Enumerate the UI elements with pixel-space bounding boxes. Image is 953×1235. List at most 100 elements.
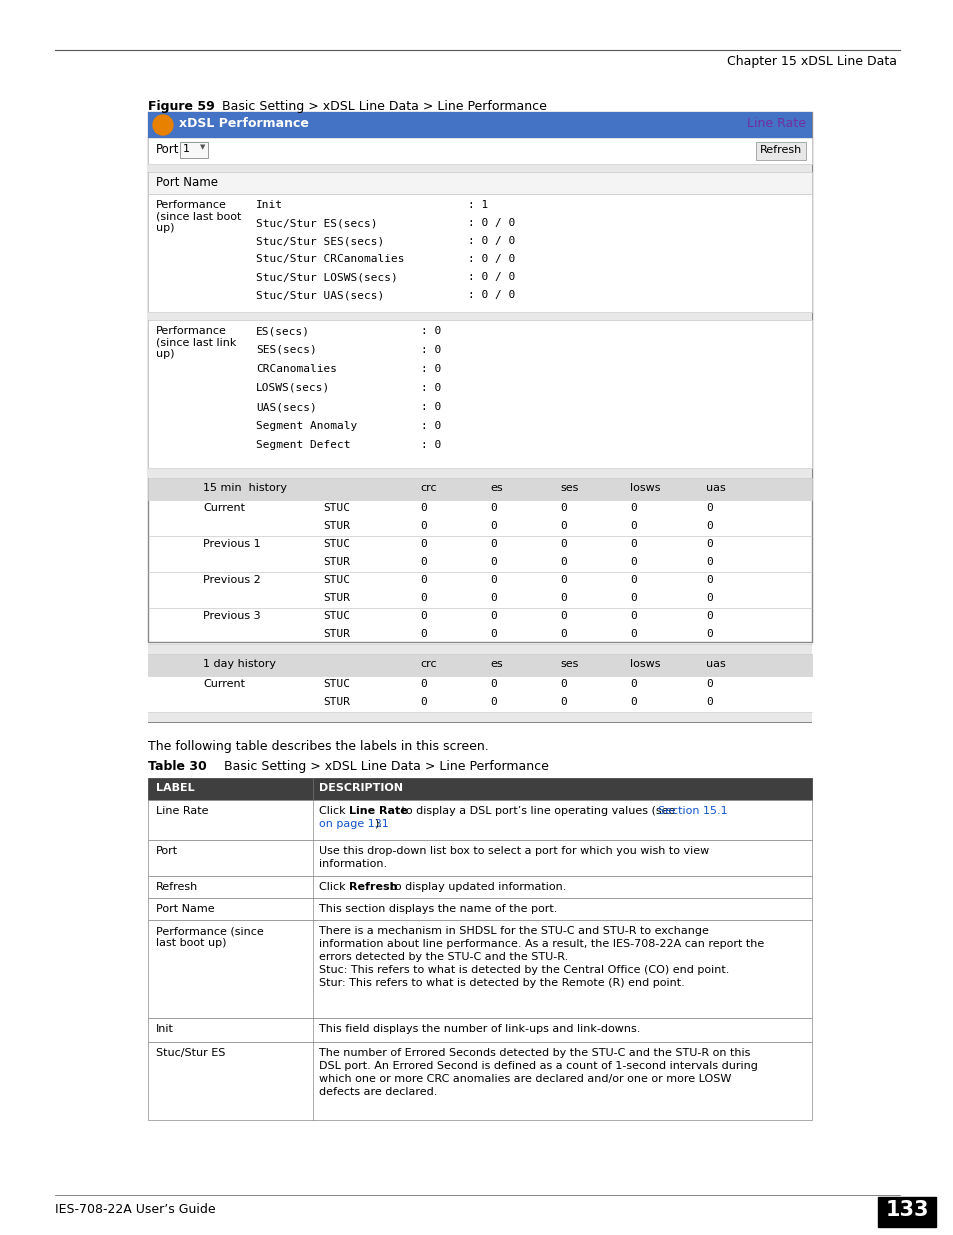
Text: ▼: ▼ bbox=[200, 144, 205, 149]
Text: Chapter 15 xDSL Line Data: Chapter 15 xDSL Line Data bbox=[726, 56, 896, 68]
Text: Figure 59: Figure 59 bbox=[148, 100, 214, 112]
Text: Init: Init bbox=[255, 200, 283, 210]
Text: Refresh: Refresh bbox=[760, 144, 801, 156]
Text: Port Name: Port Name bbox=[156, 904, 214, 914]
Bar bbox=[755, 142, 805, 161]
Text: 0: 0 bbox=[559, 557, 566, 567]
Text: : 0: : 0 bbox=[420, 383, 441, 393]
Text: 0: 0 bbox=[419, 611, 426, 621]
Text: 0: 0 bbox=[629, 576, 636, 585]
Text: : 0: : 0 bbox=[420, 326, 441, 336]
Text: crc: crc bbox=[419, 483, 436, 493]
Text: 0: 0 bbox=[629, 593, 636, 603]
Text: es: es bbox=[490, 483, 502, 493]
Bar bbox=[148, 800, 811, 840]
Text: Line Rate: Line Rate bbox=[156, 806, 209, 816]
Text: Stuc/Stur ES(secs): Stuc/Stur ES(secs) bbox=[255, 219, 377, 228]
Bar bbox=[148, 778, 811, 800]
Bar bbox=[148, 876, 811, 898]
Text: 0: 0 bbox=[559, 593, 566, 603]
Text: 133: 133 bbox=[884, 1200, 928, 1220]
Text: crc: crc bbox=[419, 659, 436, 669]
Text: 0: 0 bbox=[705, 503, 712, 513]
Text: ES(secs): ES(secs) bbox=[255, 326, 310, 336]
Bar bbox=[148, 1042, 811, 1120]
Text: which one or more CRC anomalies are declared and/or one or more LOSW: which one or more CRC anomalies are decl… bbox=[318, 1074, 731, 1084]
Text: Previous 3: Previous 3 bbox=[203, 611, 260, 621]
Text: Click: Click bbox=[318, 806, 349, 816]
Text: STUC: STUC bbox=[323, 538, 350, 550]
Text: 0: 0 bbox=[705, 521, 712, 531]
Text: STUC: STUC bbox=[323, 611, 350, 621]
Text: 0: 0 bbox=[419, 521, 426, 531]
Text: 0: 0 bbox=[490, 538, 497, 550]
Bar bbox=[180, 142, 208, 158]
Text: 0: 0 bbox=[490, 593, 497, 603]
Text: information about line performance. As a result, the IES-708-22A can report the: information about line performance. As a… bbox=[318, 939, 763, 948]
Text: 0: 0 bbox=[629, 557, 636, 567]
Text: 0: 0 bbox=[629, 611, 636, 621]
Text: ses: ses bbox=[559, 483, 578, 493]
Text: Performance
(since last boot
up): Performance (since last boot up) bbox=[156, 200, 241, 233]
Text: 0: 0 bbox=[705, 697, 712, 706]
Text: 0: 0 bbox=[705, 576, 712, 585]
Text: uas: uas bbox=[705, 659, 725, 669]
Text: Section 15.1: Section 15.1 bbox=[658, 806, 727, 816]
Text: 0: 0 bbox=[559, 611, 566, 621]
Text: 1 day history: 1 day history bbox=[203, 659, 275, 669]
Text: 0: 0 bbox=[559, 503, 566, 513]
Text: Performance (since
last boot up): Performance (since last boot up) bbox=[156, 926, 263, 947]
Text: 0: 0 bbox=[419, 538, 426, 550]
Text: Current: Current bbox=[203, 503, 245, 513]
Bar bbox=[148, 713, 811, 722]
Text: Refresh: Refresh bbox=[349, 882, 397, 892]
Bar bbox=[148, 643, 811, 655]
Text: Port Name: Port Name bbox=[156, 177, 218, 189]
Text: STUR: STUR bbox=[323, 697, 350, 706]
Text: xDSL Performance: xDSL Performance bbox=[179, 117, 309, 130]
Text: STUC: STUC bbox=[323, 679, 350, 689]
Text: 0: 0 bbox=[559, 538, 566, 550]
Text: on page 131: on page 131 bbox=[318, 819, 388, 829]
Text: : 0: : 0 bbox=[420, 403, 441, 412]
Text: Port: Port bbox=[156, 846, 178, 856]
Text: ).: ). bbox=[374, 819, 381, 829]
Text: 0: 0 bbox=[490, 611, 497, 621]
Text: STUR: STUR bbox=[323, 593, 350, 603]
Text: 0: 0 bbox=[629, 679, 636, 689]
Text: Stuc/Stur CRCanomalies: Stuc/Stur CRCanomalies bbox=[255, 254, 404, 264]
Text: Click: Click bbox=[318, 882, 349, 892]
Text: Line Rate: Line Rate bbox=[746, 117, 805, 130]
Text: 0: 0 bbox=[419, 557, 426, 567]
Text: 0: 0 bbox=[559, 697, 566, 706]
Text: IES-708-22A User’s Guide: IES-708-22A User’s Guide bbox=[55, 1203, 215, 1216]
Text: 0: 0 bbox=[559, 629, 566, 638]
Text: 0: 0 bbox=[705, 538, 712, 550]
Text: Performance
(since last link
up): Performance (since last link up) bbox=[156, 326, 236, 359]
Text: : 0 / 0: : 0 / 0 bbox=[468, 254, 515, 264]
Bar bbox=[148, 164, 811, 172]
Text: losws: losws bbox=[629, 483, 659, 493]
Text: 0: 0 bbox=[419, 593, 426, 603]
Text: information.: information. bbox=[318, 860, 387, 869]
Text: 0: 0 bbox=[629, 538, 636, 550]
Text: LOSWS(secs): LOSWS(secs) bbox=[255, 383, 330, 393]
Text: : 0: : 0 bbox=[420, 421, 441, 431]
Text: : 0 / 0: : 0 / 0 bbox=[468, 290, 515, 300]
Text: 0: 0 bbox=[705, 629, 712, 638]
Text: 0: 0 bbox=[419, 629, 426, 638]
Text: STUC: STUC bbox=[323, 503, 350, 513]
Bar bbox=[148, 1018, 811, 1042]
Text: errors detected by the STU-C and the STU-R.: errors detected by the STU-C and the STU… bbox=[318, 952, 568, 962]
Text: : 0 / 0: : 0 / 0 bbox=[468, 219, 515, 228]
Text: Segment Defect: Segment Defect bbox=[255, 440, 350, 450]
Bar bbox=[148, 312, 811, 320]
Text: The number of Errored Seconds detected by the STU-C and the STU-R on this: The number of Errored Seconds detected b… bbox=[318, 1049, 750, 1058]
Text: 0: 0 bbox=[559, 521, 566, 531]
Text: Stur: This refers to what is detected by the Remote (R) end point.: Stur: This refers to what is detected by… bbox=[318, 978, 684, 988]
Text: Stuc: This refers to what is detected by the Central Office (CO) end point.: Stuc: This refers to what is detected by… bbox=[318, 965, 729, 974]
Text: : 0 / 0: : 0 / 0 bbox=[468, 272, 515, 282]
Text: : 0: : 0 bbox=[420, 364, 441, 374]
Bar bbox=[148, 138, 811, 164]
Bar bbox=[877, 1197, 935, 1228]
